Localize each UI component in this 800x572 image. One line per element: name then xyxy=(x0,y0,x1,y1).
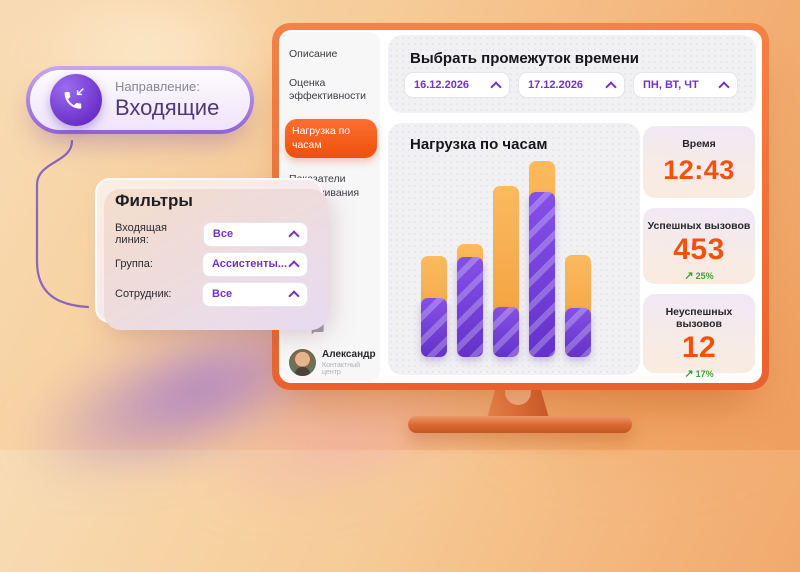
filter-row-employee: Сотрудник: Все xyxy=(115,281,308,307)
incoming-line-value: Все xyxy=(212,228,234,240)
bar-purple-segment xyxy=(529,192,555,357)
bar-chart xyxy=(421,161,591,357)
change-percent: 17% xyxy=(695,369,714,379)
weekdays-value: ПН, ВТ, ЧТ xyxy=(643,79,699,91)
bar-4 xyxy=(529,161,555,357)
user-info: Александр Контактный центр xyxy=(322,349,380,376)
avatar xyxy=(289,349,316,376)
filter-label: Группа: xyxy=(115,258,153,270)
successful-calls-value: 453 xyxy=(673,233,725,266)
time-stat-card: Время 12:43 xyxy=(643,126,755,198)
date-to-value: 17.12.2026 xyxy=(528,79,584,91)
bar-2 xyxy=(457,244,483,357)
change-percent: 25% xyxy=(695,271,714,281)
employee-select[interactable]: Все xyxy=(202,281,308,307)
stat-title: Время xyxy=(682,138,716,150)
incoming-line-select[interactable]: Все xyxy=(202,221,308,247)
sidebar-item-efficiency[interactable]: Оценка эффективности xyxy=(289,76,367,103)
user-profile[interactable]: Александр Контактный центр xyxy=(289,349,380,376)
clock-value: 12:43 xyxy=(663,155,735,185)
failed-calls-card: Неуспешных вызовов 12 ↗ 17% xyxy=(643,294,755,380)
filters-title: Фильтры xyxy=(115,191,193,210)
failed-calls-value: 12 xyxy=(681,331,717,364)
sidebar-item-description[interactable]: Описание xyxy=(289,48,338,60)
trend-up-icon: ↗ xyxy=(684,270,694,282)
employee-value: Все xyxy=(212,288,233,300)
stat-title: Успешных вызовов xyxy=(647,220,751,232)
hourly-load-chart-card: Нагрузка по часам xyxy=(388,123,640,375)
user-role: Контактный центр xyxy=(322,362,361,376)
direction-pill: Направление: Входящие xyxy=(26,66,254,134)
connector-line xyxy=(35,139,90,309)
bar-5 xyxy=(565,255,591,357)
sidebar-item-hourly-load[interactable]: Нагрузка по часам xyxy=(285,118,377,159)
chart-title: Нагрузка по часам xyxy=(410,136,548,153)
direction-pill-text: Направление: Входящие xyxy=(115,79,219,121)
bar-purple-segment xyxy=(421,298,447,357)
bar-purple-segment xyxy=(565,308,591,357)
successful-calls-change: ↗ 25% xyxy=(643,269,755,282)
failed-calls-change: ↗ 17% xyxy=(643,367,755,380)
group-select[interactable]: Ассистенты... xyxy=(202,251,308,277)
group-value: Ассистенты... xyxy=(212,258,288,270)
time-range-title: Выбрать промежуток времени xyxy=(410,50,639,67)
bar-3 xyxy=(493,186,519,357)
chevron-up-icon xyxy=(288,289,300,302)
bar-purple-segment xyxy=(493,307,519,357)
bar-purple-segment xyxy=(457,257,483,357)
user-name: Александр xyxy=(322,349,376,360)
chevron-up-icon xyxy=(288,259,300,272)
chevron-up-icon xyxy=(718,80,730,93)
filter-row-incoming-line: Входящая линия: Все xyxy=(115,221,308,247)
direction-label: Направление: xyxy=(115,79,200,94)
date-from-select[interactable]: 16.12.2026 xyxy=(404,72,510,98)
monitor-frame: Описание Оценка эффективности Нагрузка п… xyxy=(272,23,769,390)
successful-calls-card: Успешных вызовов 453 ↗ 25% xyxy=(643,208,755,284)
monitor-stand-hole xyxy=(505,388,531,405)
filter-row-group: Группа: Ассистенты... xyxy=(115,251,308,277)
date-from-value: 16.12.2026 xyxy=(414,79,470,91)
direction-pill-inner: Направление: Входящие xyxy=(30,70,250,130)
weekdays-select[interactable]: ПН, ВТ, ЧТ xyxy=(633,72,738,98)
filter-label: Входящая линия: xyxy=(115,222,167,246)
chevron-up-icon xyxy=(490,80,502,93)
dashboard-screen: Описание Оценка эффективности Нагрузка п… xyxy=(279,30,762,383)
chevron-up-icon xyxy=(605,80,617,93)
trend-up-icon: ↗ xyxy=(684,368,694,380)
incoming-call-icon xyxy=(50,74,102,126)
time-range-selects: 16.12.2026 17.12.2026 ПН, ВТ, ЧТ xyxy=(404,72,738,98)
monitor-stand-base xyxy=(408,416,632,433)
date-to-select[interactable]: 17.12.2026 xyxy=(518,72,625,98)
stat-title: Неуспешных вызовов xyxy=(665,306,733,330)
bar-1 xyxy=(421,256,447,357)
chevron-up-icon xyxy=(288,229,300,242)
filter-label: Сотрудник: xyxy=(115,288,172,300)
filters-panel: Фильтры Входящая линия: Все Группа: Асси… xyxy=(95,178,323,323)
time-range-card: Выбрать промежуток времени 16.12.2026 17… xyxy=(388,35,756,113)
direction-value: Входящие xyxy=(115,95,220,120)
